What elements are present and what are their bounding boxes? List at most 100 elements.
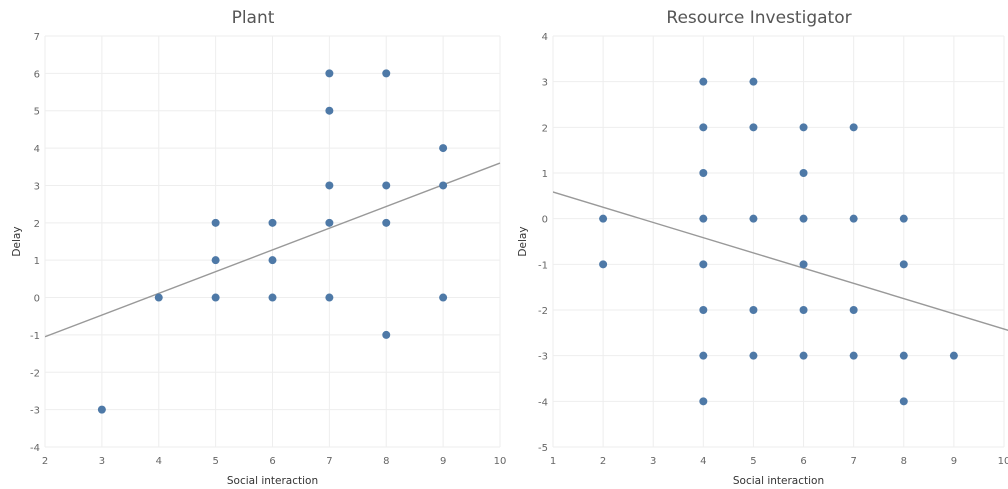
x-tick-label: 6 [800,456,806,467]
data-point[interactable] [749,123,758,132]
y-tick-label: 6 [34,69,40,80]
chart-title: Plant [232,8,275,28]
data-point[interactable] [799,169,808,177]
data-point[interactable] [382,330,391,339]
data-point[interactable] [949,351,958,360]
x-tick-label: 9 [440,456,446,467]
x-tick-label: 9 [951,456,957,467]
y-tick-label: 1 [542,169,548,180]
y-tick-label: 0 [34,294,40,305]
data-point[interactable] [439,293,448,302]
data-point[interactable] [699,351,708,360]
data-point[interactable] [382,69,391,78]
data-point[interactable] [849,306,858,314]
data-point[interactable] [699,397,708,406]
x-tick-label: 5 [212,456,218,467]
y-tick-label: 2 [34,219,40,230]
x-axis-label: Social interaction [733,475,824,487]
y-tick-label: 2 [542,123,548,134]
y-tick-label: 4 [542,32,548,43]
data-point[interactable] [599,260,608,269]
x-tick-label: 4 [156,456,162,467]
y-tick-label: 0 [542,215,548,226]
data-point[interactable] [211,218,220,227]
chart-panel-2: -5 -4 -3 -2 -1 0 1 2 3 4 1 2 3 4 5 6 7 8 9 10 Resource Inves… [517,8,1008,487]
trend-line [553,191,1008,331]
x-tick-label: 10 [998,456,1008,467]
y-tick-label: -2 [30,368,40,379]
chart-panel-1: -4 -3 -2 -1 0 1 2 3 4 5 6 7 2 3 4 5 6 7 8 9 10 Plant Social in… [11,8,506,487]
data-point[interactable] [849,123,858,132]
y-tick-label: -3 [30,406,40,417]
data-point[interactable] [799,214,808,223]
y-tick-label: -3 [538,352,548,363]
data-point[interactable] [899,260,908,269]
x-tick-label: 6 [269,456,275,467]
y-tick-label: -1 [30,331,40,342]
x-tick-label: 7 [326,456,332,467]
x-tick-label: 5 [750,456,756,467]
data-point[interactable] [799,260,808,269]
y-axis-label: Delay [517,226,529,256]
data-point[interactable] [268,256,277,265]
x-tick-label: 8 [901,456,907,467]
data-point[interactable] [699,169,708,177]
x-tick-label: 7 [850,456,856,467]
y-axis-label: Delay [11,226,23,256]
data-point[interactable] [849,351,858,360]
chart-title: Resource Investigator [666,8,851,28]
data-point[interactable] [599,214,608,223]
data-point[interactable] [699,214,708,223]
data-point[interactable] [899,397,908,406]
data-point[interactable] [699,77,708,86]
data-point[interactable] [325,106,334,115]
data-point[interactable] [211,293,220,302]
y-tick-label: -2 [538,306,548,317]
data-point[interactable] [268,218,277,227]
data-point[interactable] [749,351,758,360]
y-tick-label: 3 [542,78,548,89]
data-point[interactable] [799,351,808,360]
x-axis-label: Social interaction [227,475,318,487]
data-point[interactable] [799,123,808,132]
data-point[interactable] [325,218,334,227]
y-tick-label: -1 [538,260,548,271]
data-point[interactable] [899,214,908,223]
y-tick-label: -4 [538,397,548,408]
y-tick-label: 5 [34,107,40,118]
data-point[interactable] [439,181,448,190]
x-tick-label: 2 [42,456,48,467]
data-point[interactable] [799,306,808,314]
x-tick-label: 1 [550,456,556,467]
data-point[interactable] [749,214,758,223]
data-point[interactable] [325,181,334,190]
y-tick-label: 4 [34,144,40,155]
y-tick-label: 7 [34,32,40,43]
y-tick-label: -5 [538,443,548,454]
y-tick-label: -4 [30,443,40,454]
data-point[interactable] [699,123,708,132]
data-point[interactable] [382,218,391,227]
data-point[interactable] [749,306,758,314]
data-point[interactable] [325,69,334,78]
x-tick-label: 3 [650,456,656,467]
x-tick-label: 10 [494,456,507,467]
data-point[interactable] [97,405,106,414]
data-point[interactable] [749,77,758,86]
data-point[interactable] [699,306,708,314]
data-point[interactable] [899,351,908,360]
data-point[interactable] [382,181,391,190]
data-point[interactable] [325,293,334,302]
data-point[interactable] [699,260,708,269]
x-tick-label: 4 [700,456,706,467]
data-point[interactable] [439,144,448,153]
data-point[interactable] [154,293,163,302]
data-point[interactable] [268,293,277,302]
y-tick-label: 3 [34,181,40,192]
data-point[interactable] [211,256,220,265]
x-tick-label: 2 [600,456,606,467]
y-tick-label: 1 [34,256,40,267]
trend-line [45,162,501,338]
data-point[interactable] [849,214,858,223]
